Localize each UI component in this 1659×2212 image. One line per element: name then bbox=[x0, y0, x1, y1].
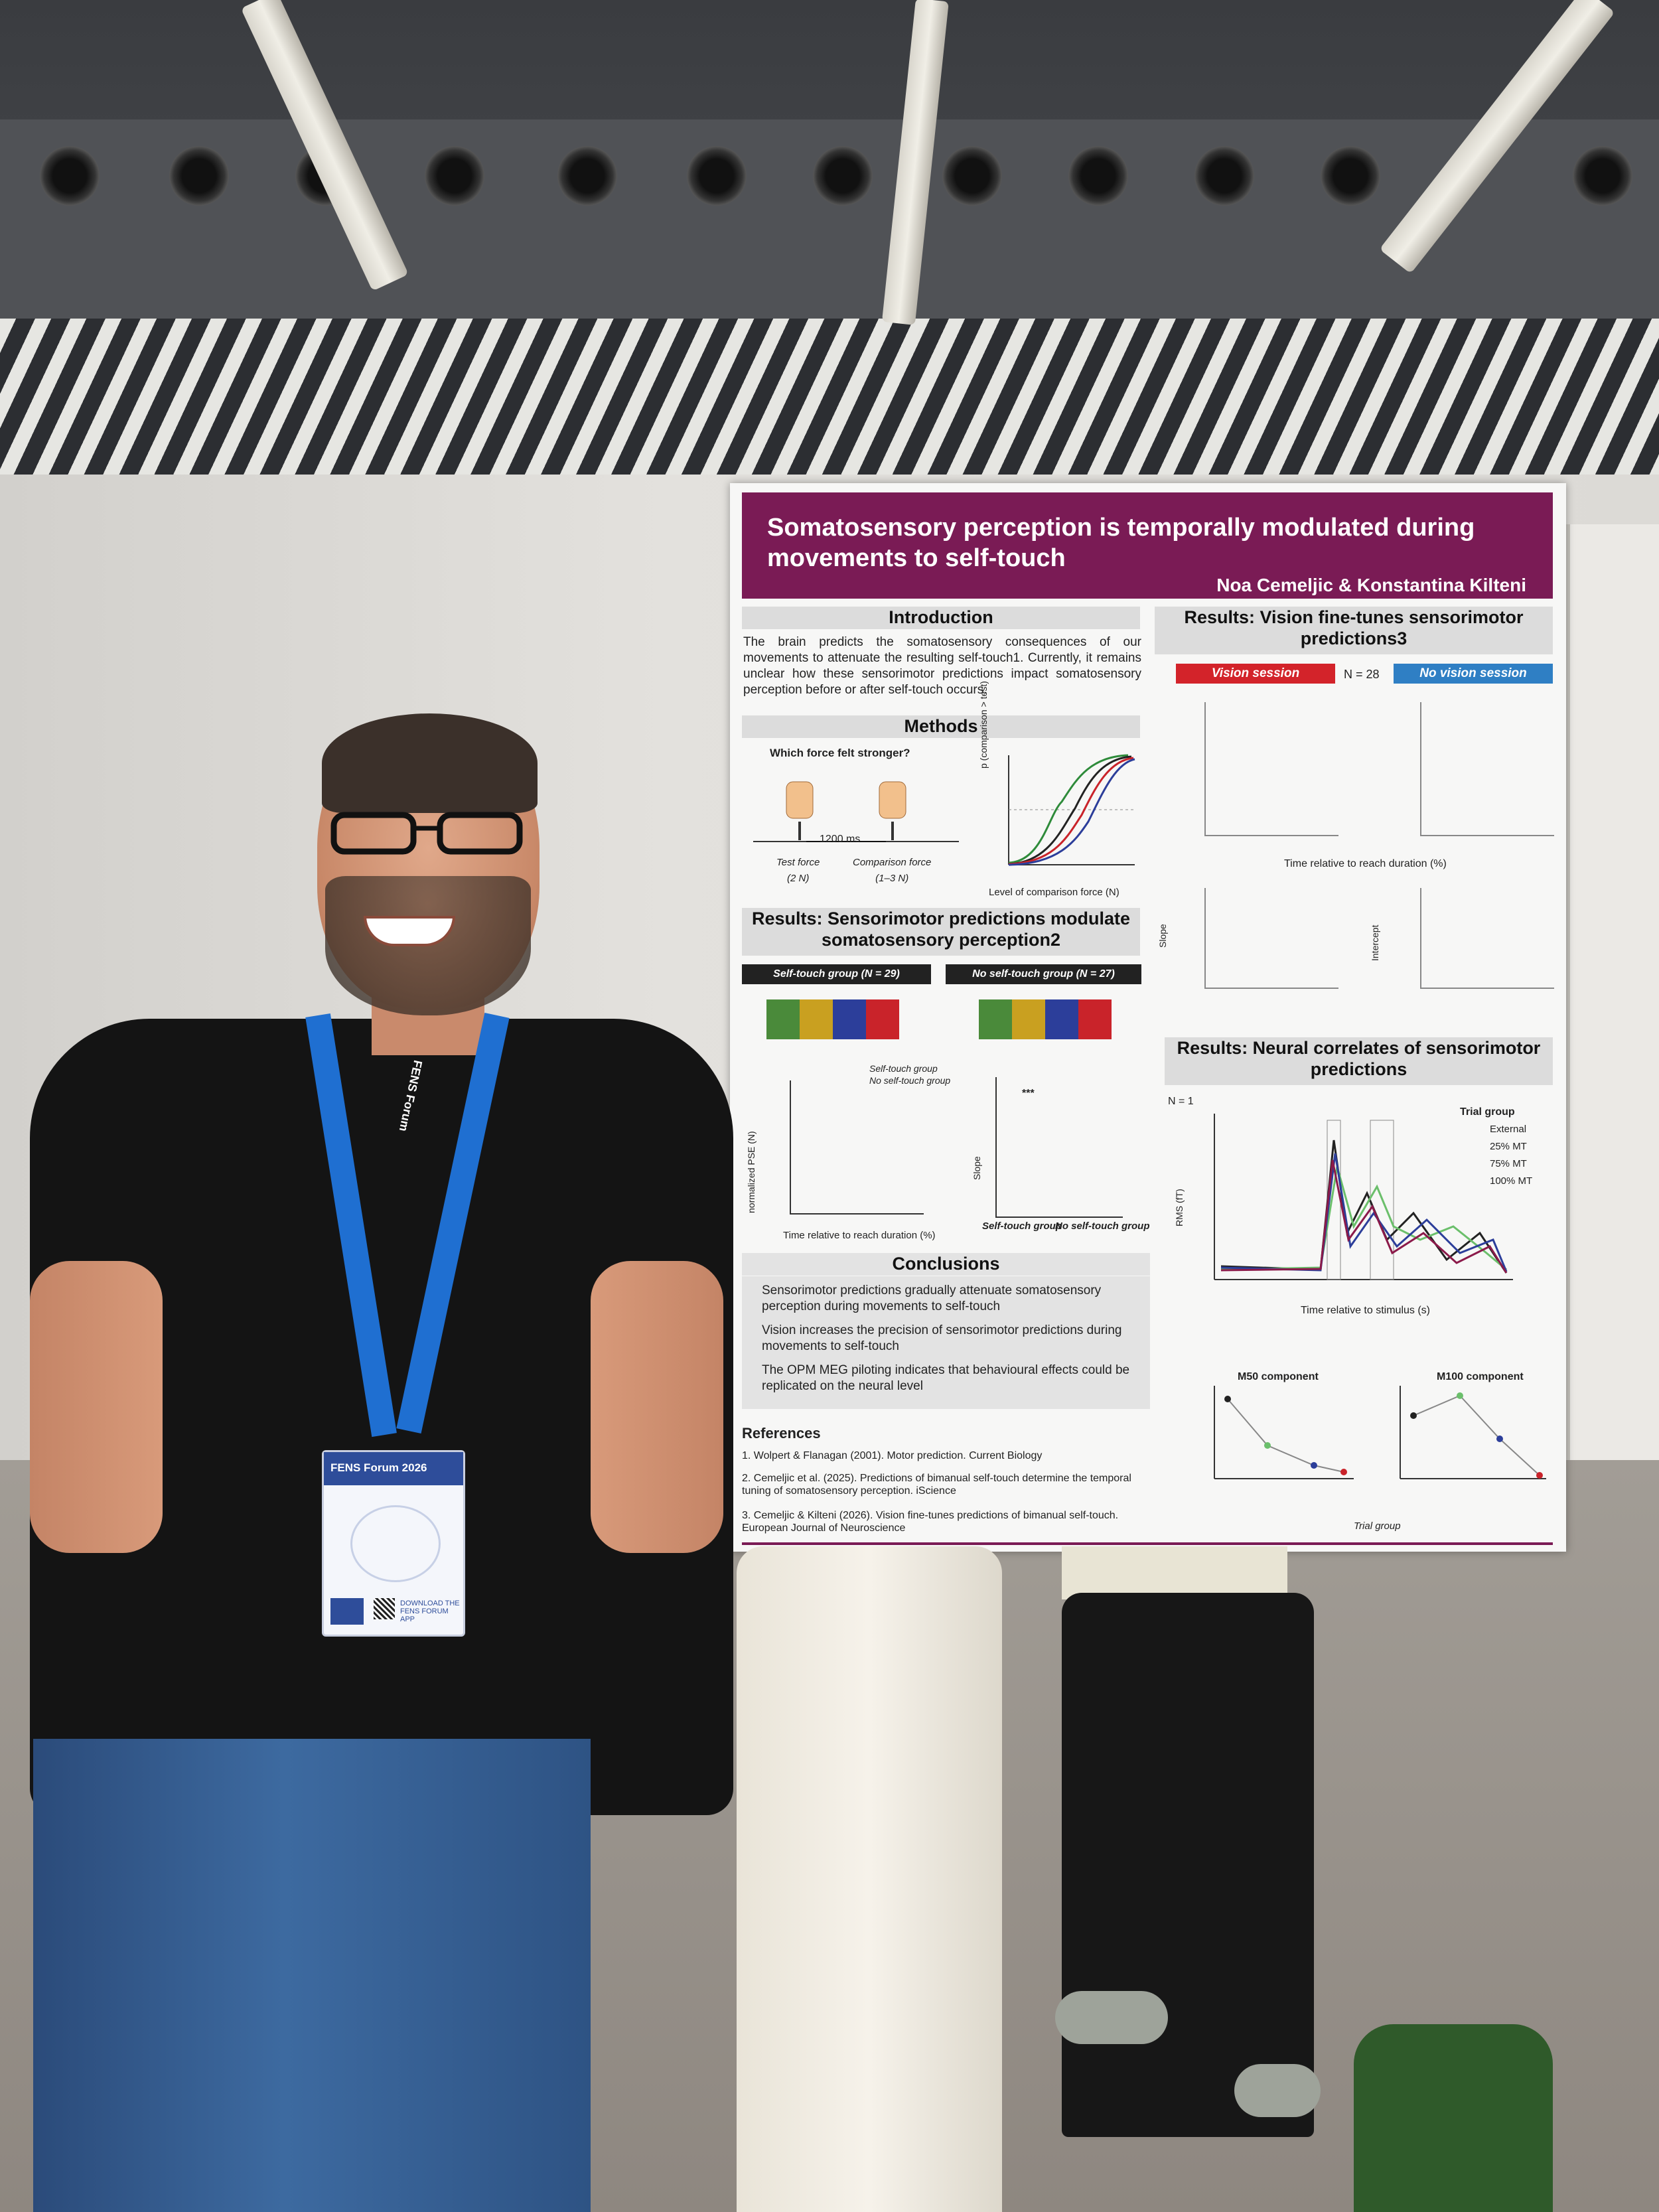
vision-x-label: Time relative to reach duration (%) bbox=[1284, 858, 1447, 869]
vent-icon bbox=[813, 146, 873, 206]
person-hair bbox=[322, 713, 538, 813]
noselftouch-condition-icons bbox=[979, 999, 1112, 1039]
vent-icon bbox=[942, 146, 1002, 206]
badge-brain-logo-icon bbox=[350, 1505, 441, 1582]
vision-slope-plot bbox=[1204, 888, 1338, 989]
n1-label: N = 1 bbox=[1168, 1096, 1194, 1107]
methods-question: Which force felt stronger? bbox=[770, 747, 910, 759]
background-shoe bbox=[1234, 2064, 1321, 2117]
results1-heading: Results: Sensorimotor predictions modula… bbox=[742, 908, 1140, 956]
vision-pse-plot bbox=[1204, 702, 1338, 836]
trial-group-heading: Trial group bbox=[1460, 1106, 1515, 1118]
author-1: Noa Cemeljic bbox=[1216, 575, 1334, 595]
vent-icon bbox=[169, 146, 229, 206]
vision-session-label: Vision session bbox=[1176, 664, 1335, 684]
methods-diagram bbox=[753, 781, 959, 842]
rms-y-label: RMS (fT) bbox=[1174, 1189, 1185, 1226]
badge-header: FENS Forum 2026 bbox=[324, 1452, 463, 1485]
results2-heading: Results: Vision fine-tunes sensorimotor … bbox=[1155, 607, 1553, 654]
pse-scatter-plot bbox=[790, 1080, 924, 1215]
results3-heading: Results: Neural correlates of sensorimot… bbox=[1165, 1037, 1553, 1085]
conclusions-heading: Conclusions bbox=[742, 1253, 1150, 1276]
reference-1: 1. Wolpert & Flanagan (2001). Motor pred… bbox=[742, 1450, 1043, 1461]
introduction-text: The brain predicts the somatosensory con… bbox=[743, 635, 1141, 697]
methods-test-force: Test force (2 N) bbox=[776, 857, 820, 884]
neural-rms-chart bbox=[1214, 1114, 1513, 1280]
m100-title: M100 component bbox=[1437, 1371, 1524, 1382]
qr-code-icon bbox=[374, 1598, 395, 1619]
intercept-y-label: Intercept bbox=[1370, 924, 1380, 961]
adjacent-board bbox=[1566, 524, 1659, 1467]
methods-interval: 1200 ms bbox=[820, 834, 861, 845]
vent-icon bbox=[687, 146, 747, 206]
novision-session-label: No vision session bbox=[1394, 664, 1553, 684]
poster-title: Somatosensory perception is temporally m… bbox=[767, 514, 1475, 572]
ceiling-grating bbox=[0, 319, 1659, 478]
selftouch-condition-icons bbox=[766, 999, 899, 1039]
slope-plot bbox=[995, 1077, 1123, 1218]
psychometric-chart bbox=[1008, 754, 1135, 866]
badge-download-text: DOWNLOAD THE FENS FORUM APP bbox=[400, 1599, 460, 1623]
glasses-icon bbox=[330, 812, 523, 855]
methods-heading: Methods bbox=[742, 715, 1140, 738]
component-x-label: Trial group bbox=[1354, 1520, 1401, 1532]
vent-icon bbox=[40, 146, 100, 206]
noselftouch-group-label: No self-touch group (N = 27) bbox=[946, 964, 1141, 984]
background-person-shirt bbox=[1062, 1546, 1287, 1599]
background-person-dark-trousers bbox=[1062, 1593, 1314, 2137]
slope-group-1: Self-touch group bbox=[982, 1220, 1062, 1232]
vision-intercept-plot bbox=[1420, 888, 1554, 989]
trial-group-1: External bbox=[1490, 1124, 1527, 1135]
poster-authors: Noa Cemeljic & Konstantina Kilteni bbox=[1216, 575, 1526, 596]
pse-x-label: Time relative to reach duration (%) bbox=[783, 1230, 936, 1241]
person-right-arm bbox=[591, 1261, 723, 1553]
poster-banner: Somatosensory perception is temporally m… bbox=[742, 492, 1553, 599]
conclusions-box: Sensorimotor predictions gradually atten… bbox=[742, 1276, 1150, 1409]
trial-group-2: 25% MT bbox=[1490, 1141, 1527, 1152]
trial-group-4: 100% MT bbox=[1490, 1175, 1533, 1187]
poster-footer-line bbox=[742, 1542, 1553, 1545]
author-2: Konstantina Kilteni bbox=[1356, 575, 1526, 595]
vision-slope-y-label: Slope bbox=[1157, 924, 1168, 948]
legend-noselftouch: No self-touch group bbox=[869, 1075, 951, 1086]
reference-2: 2. Cemeljic et al. (2025). Predictions o… bbox=[742, 1473, 1131, 1497]
ceiling-vent-panel bbox=[0, 119, 1659, 332]
conference-badge: FENS Forum 2026 DOWNLOAD THE FENS FORUM … bbox=[322, 1450, 465, 1637]
person-jeans bbox=[33, 1739, 591, 2212]
conclusion-1: Sensorimotor predictions gradually atten… bbox=[762, 1284, 1102, 1313]
selftouch-group-label: Self-touch group (N = 29) bbox=[742, 964, 931, 984]
trial-group-3: 75% MT bbox=[1490, 1158, 1527, 1169]
methods-y-label: p (comparison > test) bbox=[978, 681, 989, 769]
m50-title: M50 component bbox=[1238, 1371, 1319, 1382]
vent-icon bbox=[557, 146, 617, 206]
introduction-heading: Introduction bbox=[742, 607, 1140, 629]
methods-comparison-force: Comparison force (1–3 N) bbox=[853, 857, 932, 884]
vent-icon bbox=[1573, 146, 1632, 206]
neural-x-label: Time relative to stimulus (s) bbox=[1301, 1305, 1430, 1316]
conclusion-3: The OPM MEG piloting indicates that beha… bbox=[762, 1363, 1130, 1393]
references-heading: References bbox=[742, 1425, 821, 1441]
vent-icon bbox=[425, 146, 484, 206]
conclusion-2: Vision increases the precision of sensor… bbox=[762, 1323, 1122, 1353]
n-label: N = 28 bbox=[1344, 668, 1380, 681]
slope-significance: *** bbox=[1022, 1088, 1035, 1099]
person-left-arm bbox=[30, 1261, 163, 1553]
slope-group-2: No self-touch group bbox=[1055, 1220, 1150, 1232]
vent-icon bbox=[1068, 146, 1128, 206]
legend-selftouch: Self-touch group bbox=[869, 1063, 938, 1074]
green-bag bbox=[1354, 2024, 1553, 2212]
vent-icon bbox=[1321, 146, 1380, 206]
novision-pse-plot bbox=[1420, 702, 1554, 836]
badge-logo-icon bbox=[330, 1598, 364, 1625]
vent-icon bbox=[1194, 146, 1254, 206]
reference-3: 3. Cemeljic & Kilteni (2026). Vision fin… bbox=[742, 1510, 1119, 1534]
author-separator: & bbox=[1338, 575, 1352, 595]
component-charts bbox=[1214, 1386, 1546, 1479]
background-person-white-outfit bbox=[737, 1546, 1002, 2212]
methods-x-label: Level of comparison force (N) bbox=[989, 887, 1119, 898]
slope-y-label: Slope bbox=[972, 1156, 982, 1180]
background-shoe bbox=[1055, 1991, 1168, 2044]
pse-y-label: normalized PSE (N) bbox=[746, 1131, 757, 1213]
poster: Somatosensory perception is temporally m… bbox=[730, 483, 1566, 1552]
